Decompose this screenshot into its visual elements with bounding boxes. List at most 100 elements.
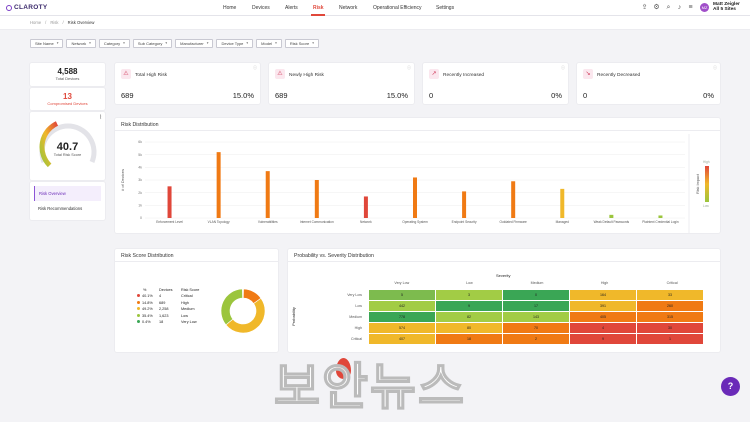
- heatmap-cell[interactable]: 18: [435, 333, 503, 345]
- legend-dot-icon: [137, 307, 140, 311]
- legend-dot-icon: [137, 300, 140, 304]
- nav-risk[interactable]: Risk: [313, 5, 324, 11]
- avatar[interactable]: MZ: [700, 3, 709, 12]
- filter-sub-category[interactable]: Sub Category ▾: [132, 39, 173, 48]
- filter-risk-score[interactable]: Risk Score ▾: [284, 39, 319, 48]
- nav-settings[interactable]: Settings: [436, 5, 455, 11]
- legend-low-label: Low: [703, 204, 710, 208]
- heatmap-cell[interactable]: 80: [435, 322, 503, 334]
- compromised-devices-card[interactable]: 13 Compromised Devices: [30, 88, 105, 110]
- risk-score-gauge-card: ⌇ 40.7 Total Risk Score: [30, 112, 105, 180]
- heatmap-cell[interactable]: 407: [368, 333, 436, 345]
- heatmap-cell[interactable]: 442: [368, 300, 436, 312]
- y-tick-label: 2k: [138, 191, 142, 195]
- heatmap-cell[interactable]: 2: [502, 333, 570, 345]
- gauge-value: 40.7: [56, 141, 79, 153]
- claroty-logo[interactable]: CLAROTY: [6, 4, 48, 11]
- bar: [511, 181, 516, 218]
- heatmap-cell[interactable]: 143: [502, 311, 570, 323]
- chevron-down-icon: ▾: [275, 41, 277, 45]
- risk-score-distribution-card: Risk Score Distribution % Devices Risk Sco…: [115, 249, 278, 352]
- filter-model[interactable]: Model ▾: [256, 39, 282, 48]
- filter-bar: Site Name ▾ Network ▾ Category ▾ Sub Catego…: [30, 39, 319, 48]
- menu-icon[interactable]: ≡: [688, 4, 693, 11]
- chevron-down-icon: ▾: [123, 41, 125, 45]
- severity-column-label: Critical: [666, 281, 678, 285]
- bar: [167, 186, 172, 218]
- help-button[interactable]: ?: [721, 377, 740, 396]
- y-axis-label: # of Devices: [120, 169, 125, 191]
- info-icon[interactable]: ⓘ: [407, 65, 411, 70]
- legend-dot-icon: [137, 313, 140, 317]
- heatmap-cell[interactable]: 3: [435, 289, 503, 301]
- heatmap-cell[interactable]: 391: [569, 300, 637, 312]
- search-icon[interactable]: ⌕: [666, 4, 671, 11]
- filter-device-type[interactable]: Device Type ▾: [216, 39, 254, 48]
- nav-devices[interactable]: Devices: [252, 5, 270, 11]
- crumb-risk[interactable]: Risk: [50, 20, 59, 25]
- probability-row-label: High: [354, 326, 362, 330]
- prob-sev-heatmap: 5 3 0 164 33 442 9 17 391 260 778 82 143 405 315 574 80 7…: [368, 289, 704, 345]
- filter-site-name[interactable]: Site Name ▾: [30, 39, 64, 48]
- bar: [413, 177, 417, 218]
- heatmap-cell[interactable]: 164: [569, 289, 637, 301]
- notification-icon[interactable]: ♪: [677, 4, 682, 11]
- side-menu-risk-recommendations[interactable]: Risk Recommendations: [38, 206, 83, 211]
- bar: [609, 214, 614, 218]
- heatmap-row: 442 9 17 391 260: [368, 300, 704, 312]
- heatmap-cell[interactable]: 30: [636, 322, 704, 334]
- severity-column-label: Low: [466, 281, 473, 285]
- y-tick-label: 1k: [138, 204, 142, 208]
- logo-mark-icon: [6, 4, 12, 11]
- user-name: Matt Zeigler: [713, 2, 740, 7]
- heatmap-cell[interactable]: 82: [435, 311, 503, 323]
- nav-home[interactable]: Home: [223, 5, 237, 11]
- heatmap-cell[interactable]: 9: [569, 333, 637, 345]
- y-tick-label: 0: [140, 216, 142, 220]
- kpi-percent: 0%: [703, 91, 714, 100]
- legend-dot-icon: [137, 320, 140, 324]
- chevron-down-icon: ▾: [165, 41, 168, 45]
- heatmap-cell[interactable]: 315: [636, 311, 704, 323]
- info-icon[interactable]: ⓘ: [561, 65, 565, 70]
- table-row: 49.2% 2,258 Medium: [137, 306, 199, 312]
- filter-manufacturer[interactable]: Manufacturer ▾: [175, 39, 214, 48]
- kpi-recently-decreased[interactable]: ↘ ⓘ Recently Decreased 0 0%: [577, 63, 720, 104]
- chevron-down-icon: ▾: [89, 41, 91, 45]
- kpi-newly-high-risk[interactable]: ⚠ ⓘ Newly High Risk 689 15.0%: [269, 63, 414, 104]
- export-icon[interactable]: ⇪: [641, 4, 648, 11]
- heatmap-cell[interactable]: 4: [569, 322, 637, 334]
- crumb-home[interactable]: Home: [30, 20, 42, 25]
- kpi-percent: 15.0%: [386, 91, 408, 100]
- heatmap-cell[interactable]: 0: [502, 289, 570, 301]
- heatmap-cell[interactable]: 574: [368, 322, 436, 334]
- user-info[interactable]: Matt Zeigler All 5 Sites: [713, 2, 740, 13]
- bar: [462, 191, 467, 218]
- total-devices-card[interactable]: 4,588 Total Devices: [30, 63, 105, 86]
- heatmap-cell[interactable]: 70: [502, 322, 570, 334]
- risk-impact-legend-bar: [705, 166, 709, 202]
- kpi-total-high-risk[interactable]: ⚠ ⓘ Total High Risk 689 15.0%: [115, 63, 260, 104]
- heatmap-cell[interactable]: 5: [368, 289, 436, 301]
- heatmap-cell[interactable]: 9: [435, 300, 503, 312]
- nav-alerts[interactable]: Alerts: [285, 5, 298, 11]
- filter-category[interactable]: Category ▾: [98, 39, 130, 48]
- heatmap-cell[interactable]: 1: [636, 333, 704, 345]
- legend-title: Risk Impact: [696, 173, 700, 194]
- probability-axis-title: Probability: [290, 307, 296, 326]
- settings-icon[interactable]: ⚙: [653, 4, 660, 11]
- heatmap-cell[interactable]: 17: [502, 300, 570, 312]
- side-menu-risk-overview[interactable]: Risk Overview: [34, 186, 101, 201]
- info-icon[interactable]: ⓘ: [713, 65, 717, 70]
- kpi-title: Newly High Risk: [289, 73, 324, 78]
- kpi-recently-increased[interactable]: ↗ ⓘ Recently Increased 0 0%: [423, 63, 568, 104]
- trend-chart-icon[interactable]: ⌇: [99, 115, 102, 121]
- info-icon[interactable]: ⓘ: [253, 65, 257, 70]
- heatmap-cell[interactable]: 405: [569, 311, 637, 323]
- heatmap-cell[interactable]: 778: [368, 311, 436, 323]
- heatmap-cell[interactable]: 33: [636, 289, 704, 301]
- nav-operational-efficiency[interactable]: Operational Efficiency: [373, 5, 422, 11]
- filter-network[interactable]: Network ▾: [66, 39, 96, 48]
- heatmap-cell[interactable]: 260: [636, 300, 704, 312]
- nav-network[interactable]: Network: [339, 5, 358, 11]
